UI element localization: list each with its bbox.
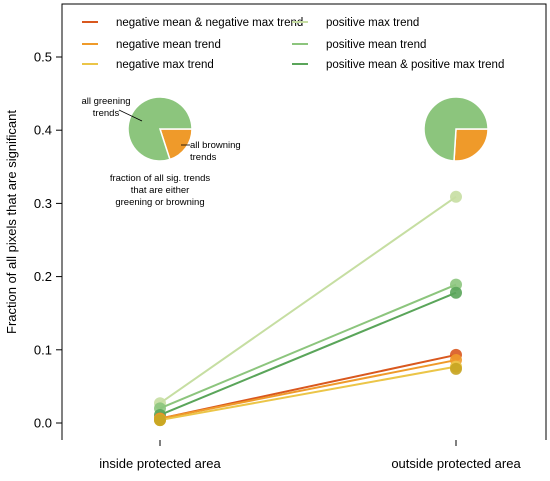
pie-slice — [453, 128, 489, 162]
legend: negative mean & negative max trend negati… — [82, 17, 504, 71]
greening-label: all greening — [81, 96, 130, 107]
y-tick-label: 0.2 — [34, 269, 52, 284]
legend-label: positive max trend — [326, 17, 419, 29]
data-point — [154, 414, 166, 427]
plot-frame — [61, 3, 547, 440]
x-axis: inside protected area outside protected a… — [99, 440, 521, 471]
y-tick-label: 0.0 — [34, 416, 52, 431]
data-point — [450, 190, 462, 203]
x-tick-label: inside protected area — [99, 456, 221, 471]
series-2 — [154, 360, 462, 427]
series-line — [159, 195, 457, 405]
legend-label: positive mean & positive max trend — [326, 59, 504, 71]
data-point — [450, 286, 462, 299]
series-line — [159, 359, 457, 420]
y-axis-title: Fraction of all pixels that are signific… — [4, 110, 19, 334]
browning-label: trends — [190, 152, 217, 163]
pie-0 — [127, 96, 193, 162]
legend-label: negative max trend — [116, 59, 214, 71]
series-line — [159, 291, 457, 416]
browning-label: all browning — [190, 140, 241, 151]
series-3 — [154, 190, 462, 410]
x-tick-label: outside protected area — [391, 456, 521, 471]
pie-caption: greening or browning — [115, 197, 204, 208]
series-line — [159, 365, 457, 422]
y-tick-label: 0.4 — [34, 123, 52, 138]
data-point — [450, 362, 462, 375]
pies — [127, 96, 489, 162]
pie-1 — [423, 96, 489, 162]
pie-caption: fraction of all sig. trends — [110, 173, 211, 184]
pie-slice — [127, 96, 193, 162]
legend-label: positive mean trend — [326, 39, 426, 51]
pie-caption: that are either — [131, 185, 190, 196]
y-tick-label: 0.1 — [34, 342, 52, 357]
series-5 — [154, 286, 462, 421]
series-line — [159, 283, 457, 410]
greening-label: trends — [93, 108, 120, 119]
y-tick-label: 0.3 — [34, 196, 52, 211]
legend-label: negative mean trend — [116, 39, 221, 51]
y-tick-label: 0.5 — [34, 50, 52, 65]
series-1 — [154, 354, 462, 425]
y-axis: 0.0 0.1 0.2 0.3 0.4 0.5 — [34, 50, 62, 431]
pie-slice — [423, 96, 489, 162]
legend-label: negative mean & negative max trend — [116, 17, 303, 29]
greening-pointer — [118, 109, 143, 122]
series-lines — [154, 190, 462, 427]
